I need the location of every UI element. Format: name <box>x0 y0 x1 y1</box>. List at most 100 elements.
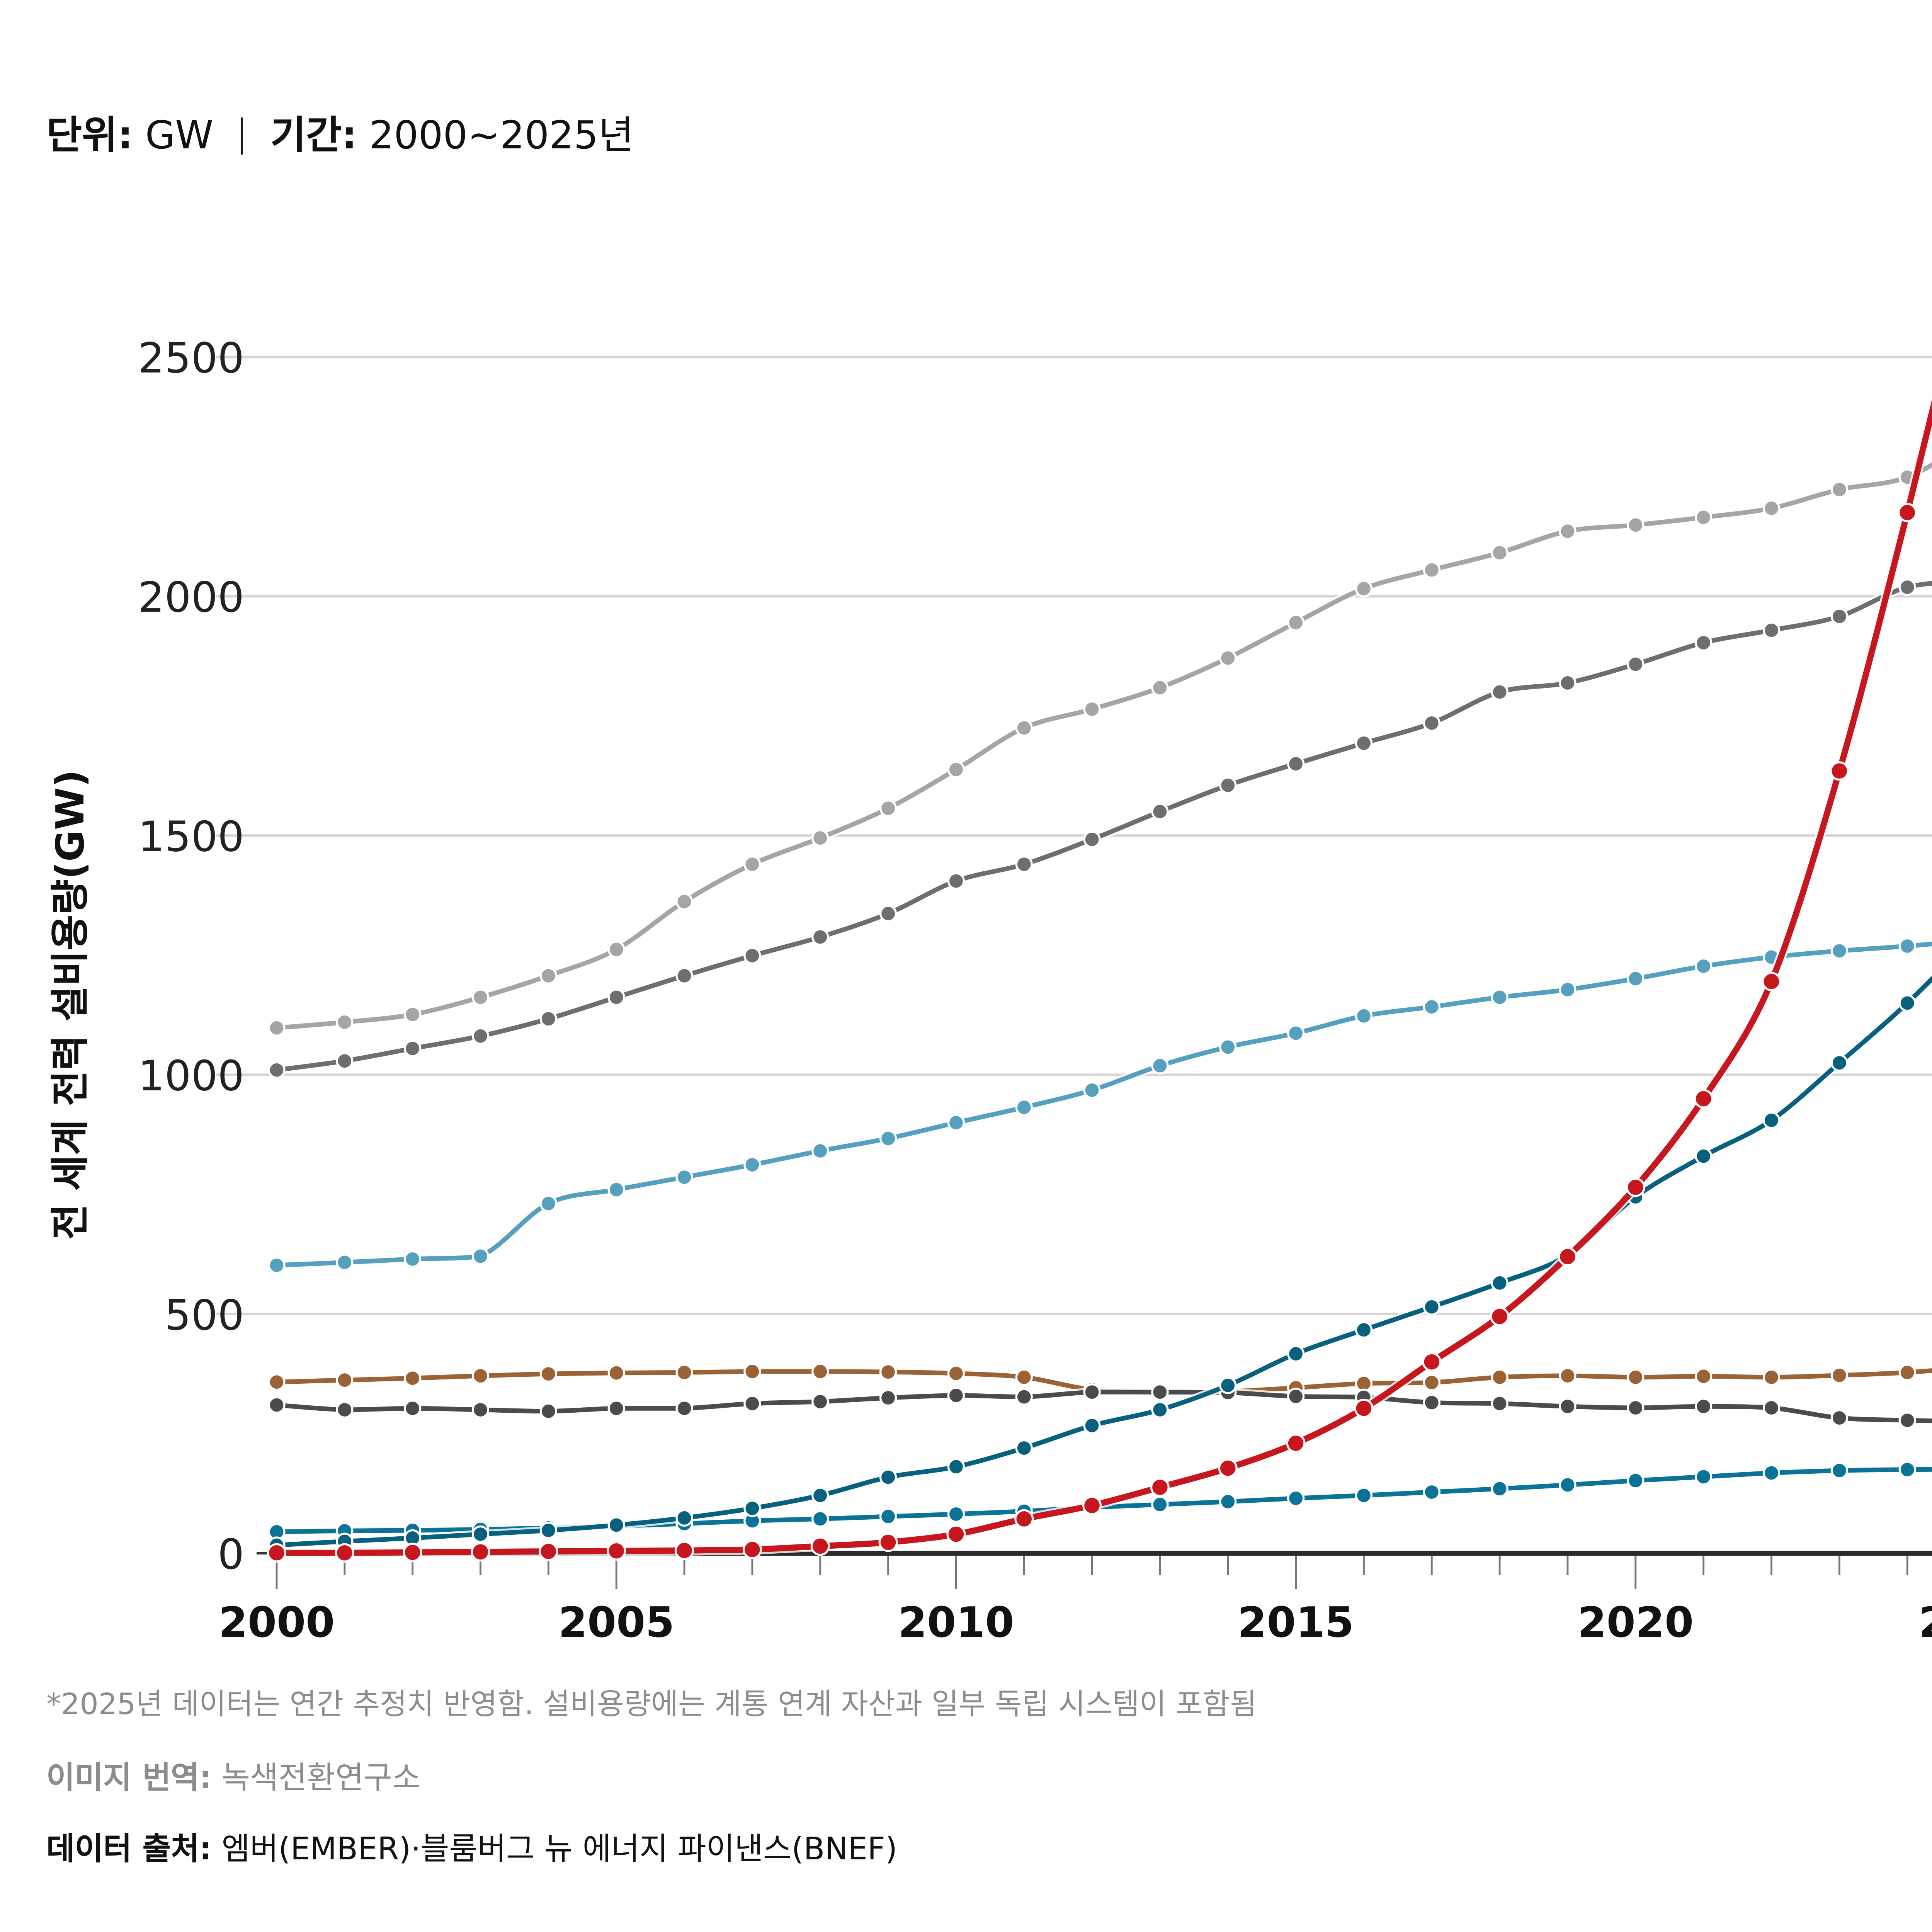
data-point <box>1491 1368 1509 1386</box>
data-point <box>743 1395 761 1412</box>
data-point <box>1694 1089 1713 1109</box>
data-point <box>1830 1366 1848 1384</box>
data-point <box>879 1389 897 1407</box>
data-point <box>879 799 897 817</box>
y-tick-label: 1500 <box>138 813 244 861</box>
data-point <box>539 1365 557 1383</box>
series-line <box>274 581 1932 1073</box>
unit-value: GW <box>145 113 214 158</box>
translation-value: 녹색전환연구소 <box>221 1759 421 1796</box>
data-point <box>1287 755 1305 773</box>
data-point <box>1014 1509 1034 1529</box>
data-point <box>1898 1412 1916 1429</box>
series-solar <box>267 391 1932 1563</box>
series-line-halo <box>276 939 1932 1270</box>
data-point <box>1015 1439 1033 1457</box>
data-point <box>811 1486 829 1504</box>
data-point <box>1830 1462 1848 1480</box>
series-line-halo <box>277 391 1932 1558</box>
data-point <box>743 947 761 964</box>
data-point <box>1491 1480 1509 1498</box>
data-point <box>539 1402 557 1420</box>
data-point <box>1491 1274 1509 1292</box>
data-point <box>471 1027 490 1045</box>
data-point <box>336 1013 354 1031</box>
data-point <box>335 1543 354 1563</box>
data-point <box>1151 803 1169 821</box>
data-point <box>539 967 557 985</box>
x-tick-label: 2000 <box>219 1599 335 1647</box>
data-point <box>1559 981 1577 998</box>
x-tick-label: 2005 <box>558 1599 675 1647</box>
series-line <box>274 462 1932 1031</box>
y-tick-label: 2000 <box>138 573 244 622</box>
x-tick-label: 2015 <box>1238 1599 1354 1647</box>
meta-divider <box>241 117 243 155</box>
data-point <box>1082 1496 1102 1515</box>
data-point <box>1558 1247 1577 1267</box>
data-point <box>404 1400 422 1417</box>
data-point <box>1355 580 1373 597</box>
data-point <box>675 1541 694 1560</box>
data-point <box>1898 937 1916 955</box>
data-point <box>1355 1486 1373 1504</box>
data-point <box>471 1401 490 1419</box>
chart-meta: 단위: GW 기간: 2000~2025년 <box>46 105 634 161</box>
data-point <box>1287 1345 1305 1363</box>
data-point <box>743 1499 761 1517</box>
data-point <box>607 1181 625 1199</box>
data-point <box>1491 683 1509 701</box>
gridlines <box>216 355 1932 1554</box>
data-point <box>1627 1472 1645 1490</box>
data-point <box>947 1458 965 1476</box>
data-point <box>1762 1368 1781 1386</box>
data-point <box>1559 674 1577 692</box>
data-point <box>879 1468 897 1486</box>
data-point <box>471 1525 490 1543</box>
data-point <box>1083 1081 1101 1099</box>
series-hydro <box>268 937 1932 1274</box>
data-point <box>607 1541 626 1561</box>
y-tick-label: 500 <box>165 1291 244 1340</box>
data-point <box>471 1247 490 1265</box>
data-point <box>879 1508 897 1526</box>
data-point <box>947 1364 965 1382</box>
data-point <box>1218 1458 1238 1478</box>
data-point <box>1762 1464 1781 1482</box>
data-point <box>1422 1352 1442 1372</box>
data-point <box>1830 607 1848 625</box>
series-line-halo <box>276 460 1932 1032</box>
data-point <box>1695 1398 1713 1415</box>
data-point <box>743 1362 761 1381</box>
data-point <box>403 1543 422 1562</box>
data-point <box>1355 734 1373 752</box>
data-point <box>1151 679 1169 697</box>
series-coal <box>268 460 1932 1037</box>
data-point <box>742 1540 762 1560</box>
data-point <box>1491 988 1509 1006</box>
y-tick-label: 2500 <box>138 334 244 383</box>
data-point <box>1287 1024 1305 1042</box>
series-line-halo <box>276 579 1932 1075</box>
data-point <box>1559 1398 1577 1415</box>
data-point <box>336 1401 354 1419</box>
data-point <box>1355 1007 1373 1025</box>
data-point <box>1762 1399 1781 1417</box>
data-point <box>947 1505 965 1523</box>
data-point <box>1423 1483 1440 1501</box>
data-point <box>268 1019 286 1037</box>
data-point <box>607 1400 625 1417</box>
data-point <box>1219 649 1237 667</box>
data-point <box>1287 1489 1305 1507</box>
data-point <box>1695 1367 1713 1385</box>
data-point <box>1083 700 1101 718</box>
data-point <box>1355 1321 1373 1339</box>
data-point <box>471 1542 490 1562</box>
data-point <box>1423 998 1440 1016</box>
data-point <box>1287 614 1305 631</box>
data-point <box>1490 1306 1510 1326</box>
data-point <box>811 928 829 946</box>
data-point <box>1695 1147 1713 1165</box>
data-point <box>1695 634 1713 651</box>
